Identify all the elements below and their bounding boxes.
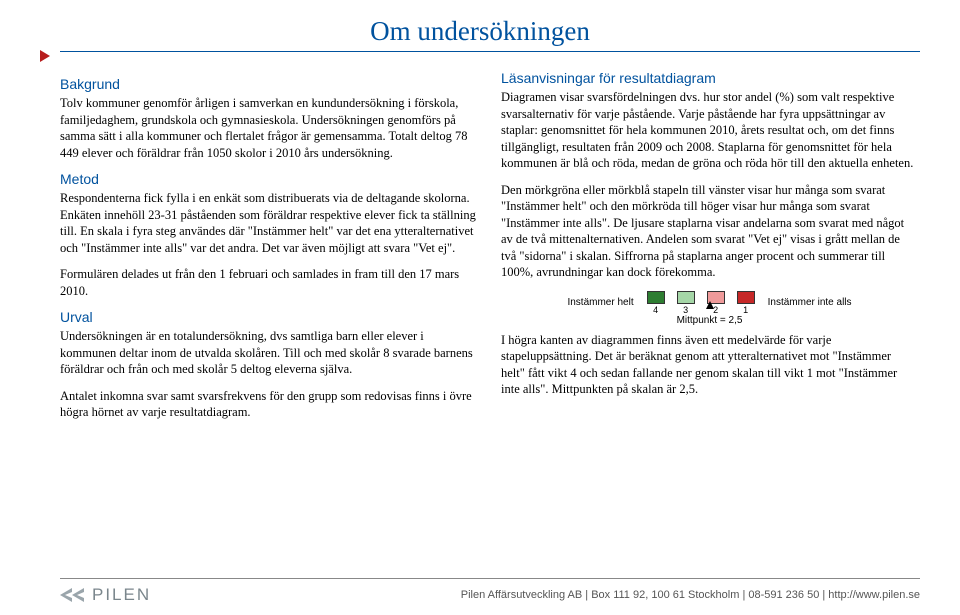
legend-num-3: 3 xyxy=(683,305,688,315)
content-columns: Bakgrund Tolv kommuner genomför årligen … xyxy=(0,52,960,431)
legend-num-4: 4 xyxy=(653,305,658,315)
para-urval-2: Antalet inkomna svar samt svarsfrekvens … xyxy=(60,388,477,421)
legend-color-1 xyxy=(737,291,755,304)
midpoint-arrow-icon xyxy=(706,301,714,309)
para-metod-1: Respondenterna fick fylla i en enkät som… xyxy=(60,190,477,256)
legend-box-4: 4 xyxy=(642,291,670,315)
legend-box-1: 1 xyxy=(732,291,760,315)
heading-metod: Metod xyxy=(60,171,477,187)
legend-label-right: Instämmer inte alls xyxy=(768,297,852,308)
para-las-2: Den mörkgröna eller mörkblå stapeln till… xyxy=(501,182,918,281)
midpoint-text: Mittpunkt = 2,5 xyxy=(677,315,743,326)
left-column: Bakgrund Tolv kommuner genomför årligen … xyxy=(60,70,477,431)
logo: PILEN xyxy=(60,585,151,605)
para-bakgrund: Tolv kommuner genomför årligen i samverk… xyxy=(60,95,477,161)
title-marker-icon xyxy=(40,50,50,62)
legend-num-2: 2 xyxy=(713,305,718,315)
heading-bakgrund: Bakgrund xyxy=(60,76,477,92)
logo-icon xyxy=(60,588,86,602)
legend-num-1: 1 xyxy=(743,305,748,315)
right-column: Läsanvisningar för resultatdiagram Diagr… xyxy=(501,70,918,431)
para-las-1: Diagramen visar svarsfördelningen dvs. h… xyxy=(501,89,918,172)
page-title: Om undersökningen xyxy=(0,0,960,51)
para-metod-2: Formulären delades ut från den 1 februar… xyxy=(60,266,477,299)
footer-text: Pilen Affärsutveckling AB | Box 111 92, … xyxy=(461,589,920,601)
legend-label-left: Instämmer helt xyxy=(567,297,633,308)
heading-urval: Urval xyxy=(60,309,477,325)
footer: PILEN Pilen Affärsutveckling AB | Box 11… xyxy=(60,578,920,605)
legend-color-3 xyxy=(677,291,695,304)
heading-lasanvisningar: Läsanvisningar för resultatdiagram xyxy=(501,70,918,86)
para-las-3: I högra kanten av diagrammen finns även … xyxy=(501,332,918,398)
legend-color-4 xyxy=(647,291,665,304)
legend-midpoint: Mittpunkt = 2,5 xyxy=(501,315,918,326)
para-urval-1: Undersökningen är en totalundersökning, … xyxy=(60,328,477,378)
logo-text: PILEN xyxy=(92,585,151,605)
legend-box-3: 3 xyxy=(672,291,700,315)
